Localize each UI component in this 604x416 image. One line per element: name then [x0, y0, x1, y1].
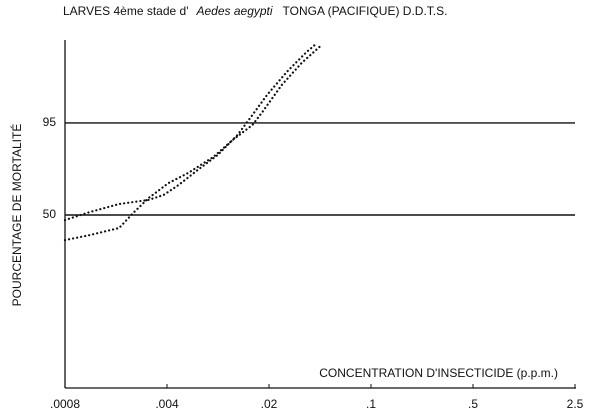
y-tick-label: 50: [43, 207, 57, 221]
dotted-curve: [63, 44, 323, 242]
x-tick-label: .1: [366, 397, 376, 411]
title-suffix: TONGA (PACIFIQUE) D.D.T.S.: [283, 4, 448, 18]
y-axis-label: POURCENTAGE DE MORTALITÉ: [9, 124, 24, 307]
x-tick-label: .004: [155, 397, 179, 411]
title-text: LARVES 4ème stade d': [63, 4, 188, 18]
chart-title: LARVES 4ème stade d' Aedes aegypti TONGA (…: [63, 4, 447, 18]
x-tick-label: .0008: [50, 397, 80, 411]
x-tick-label: .02: [261, 397, 278, 411]
dotted-curve: [63, 42, 318, 222]
y-tick-label: 95: [43, 115, 57, 129]
x-tick-label: .5: [468, 397, 478, 411]
x-tick-label: 2.5: [567, 397, 584, 411]
x-axis-label: CONCENTRATION D'INSECTICIDE (p.p.m.): [319, 366, 558, 380]
title-species: Aedes aegypti: [195, 4, 272, 18]
